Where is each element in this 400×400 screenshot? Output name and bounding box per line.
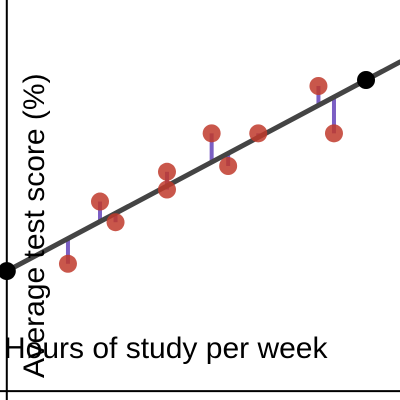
data-points xyxy=(58,77,343,273)
y-axis-label: Average test score (%) xyxy=(18,73,51,378)
data-point-2 xyxy=(91,192,109,211)
data-point-4 xyxy=(157,162,176,181)
regression-line-group xyxy=(0,59,400,278)
data-point-3 xyxy=(106,213,125,232)
data-point-6 xyxy=(202,124,221,143)
data-point-9 xyxy=(309,77,328,95)
data-point-8 xyxy=(249,124,268,143)
regression-line xyxy=(0,59,400,278)
data-point-10 xyxy=(324,124,343,143)
line-endpoint-1 xyxy=(0,262,16,281)
data-point-1 xyxy=(58,254,77,273)
data-point-5 xyxy=(157,180,176,199)
line-endpoints xyxy=(0,71,376,281)
residuals xyxy=(65,86,336,264)
data-point-7 xyxy=(219,157,238,175)
line-endpoint-2 xyxy=(357,71,376,89)
x-axis-label: Hours of study per week xyxy=(4,332,328,365)
